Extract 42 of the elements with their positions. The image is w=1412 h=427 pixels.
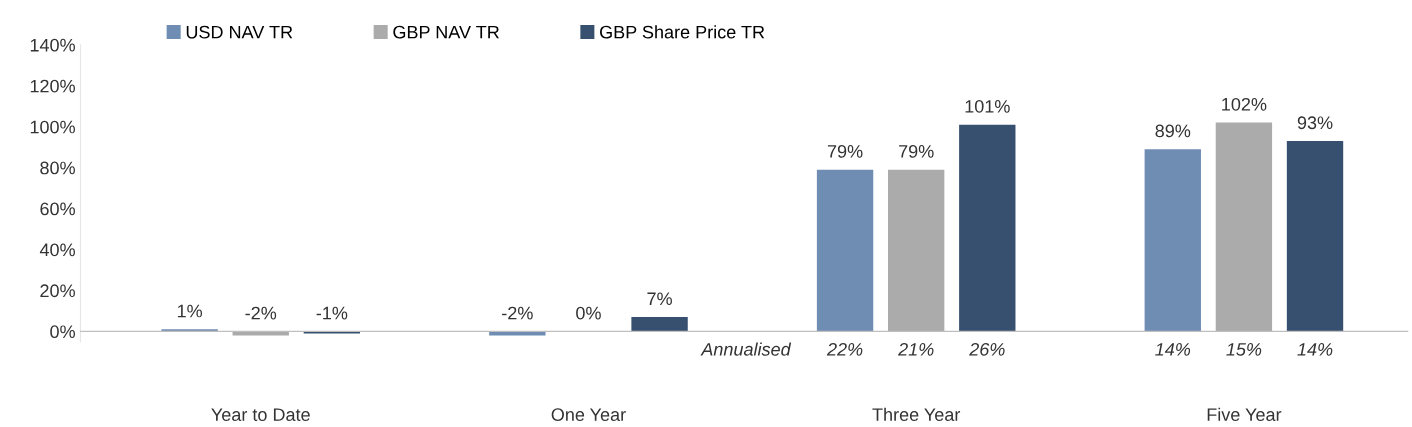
y-tick-label: 60% [40, 202, 75, 216]
text: 15% [1226, 343, 1262, 356]
data-label: 79% [827, 144, 863, 158]
y-tick-label: 0% [50, 325, 75, 339]
y-tick-label: 120% [30, 79, 75, 93]
data-label: 0% [576, 306, 601, 320]
text: 21% [898, 342, 934, 356]
data-label: -2% [245, 306, 277, 320]
legend-label: GBP NAV TR [393, 25, 499, 39]
y-tick-label: 80% [40, 161, 75, 175]
y-tick-label: 40% [39, 243, 75, 257]
bar [1286, 141, 1344, 332]
x-tick-label: Three Year [872, 407, 961, 422]
y-tick-label: 140% [30, 38, 75, 52]
text: Annualised [700, 342, 792, 356]
text: 26% [969, 342, 1005, 356]
data-label: 89% [1155, 124, 1191, 138]
data-label: 102% [1222, 97, 1267, 111]
text: 14% [1155, 343, 1191, 356]
y-tick-label: 100% [30, 120, 75, 134]
data-label: 79% [899, 144, 934, 158]
text: 22% [826, 342, 863, 356]
bar [161, 329, 218, 332]
data-label: 1% [177, 304, 203, 318]
data-label: -1% [316, 306, 348, 320]
x-tick-label: Year to Date [211, 408, 310, 422]
data-label: 93% [1297, 116, 1333, 130]
data-label: 7% [647, 292, 672, 306]
data-label: -2% [502, 306, 533, 320]
data-label: 101% [965, 99, 1010, 113]
text: 14% [1297, 343, 1333, 356]
x-tick-label: Five Year [1207, 407, 1282, 422]
x-tick-label: One Year [551, 408, 626, 422]
bar [1215, 122, 1273, 332]
legend-label: USD NAV TR [186, 25, 293, 39]
legend-label: GBP Share Price TR [600, 25, 765, 39]
y-tick-label: 20% [40, 284, 75, 298]
bar [887, 169, 945, 332]
bar [816, 169, 874, 332]
bar [631, 317, 688, 332]
bar [1144, 149, 1201, 332]
bar [959, 124, 1016, 332]
